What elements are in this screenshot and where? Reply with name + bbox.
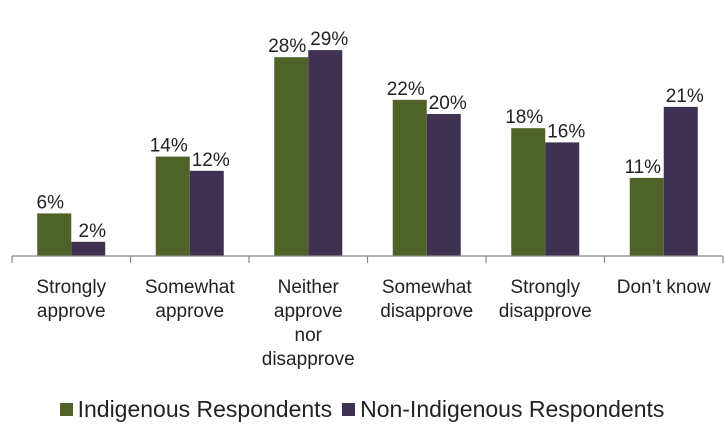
bar-non-indigenous-5 (663, 106, 698, 257)
legend-swatch-indigenous (59, 402, 73, 416)
legend-item-indigenous: Indigenous Respondents (59, 395, 333, 423)
data-label-non-indigenous-1: 12% (192, 150, 230, 171)
category-label-3: Somewhat disapprove (380, 277, 473, 322)
data-label-non-indigenous-2: 29% (310, 29, 348, 50)
bar-non-indigenous-0 (71, 241, 106, 256)
data-label-non-indigenous-4: 16% (547, 121, 585, 142)
data-label-indigenous-4: 18% (505, 107, 543, 128)
data-label-indigenous-2: 28% (268, 36, 306, 57)
bar-non-indigenous-4 (545, 142, 580, 256)
bar-indigenous-3 (392, 99, 427, 256)
legend-item-non-indigenous: Non-Indigenous Respondents (342, 396, 664, 423)
legend-label-indigenous: Indigenous Respondents (77, 395, 333, 422)
bar-indigenous-0 (37, 213, 72, 256)
legend-swatch-non-indigenous (342, 402, 356, 416)
data-label-indigenous-1: 14% (150, 136, 188, 157)
bar-indigenous-5 (629, 177, 664, 256)
bar-chart: 6% 2% 14%12% 28% 29% 22%20% 18%16% 11% 21% Strong… (11, 29, 724, 370)
data-label-indigenous-5: 11% (624, 157, 661, 178)
data-label-indigenous-3: 22% (387, 79, 425, 100)
legend: Indigenous Respondents Non-Indigenous Re… (0, 393, 724, 425)
bar-indigenous-2 (274, 57, 309, 257)
data-label-non-indigenous-0: 2% (79, 221, 107, 242)
legend-label-non-indigenous: Non-Indigenous Respondents (360, 395, 665, 422)
category-label-0: Strongly approve (36, 277, 106, 322)
category-label-5: Don’t know (617, 277, 711, 298)
category-label-4: Strongly disapprove (499, 277, 592, 322)
bar-indigenous-1 (155, 156, 190, 256)
category-label-1: Somewhat approve (145, 277, 235, 322)
data-label-non-indigenous-5: 21% (666, 86, 704, 107)
data-label-non-indigenous-3: 20% (429, 93, 467, 114)
bar-non-indigenous-3 (426, 114, 461, 256)
bar-non-indigenous-2 (308, 50, 343, 256)
bar-indigenous-4 (511, 128, 546, 256)
bar-non-indigenous-1 (189, 170, 224, 256)
data-label-indigenous-0: 6% (37, 192, 65, 213)
category-label-2: Neither approve nor disapprove (262, 277, 355, 370)
